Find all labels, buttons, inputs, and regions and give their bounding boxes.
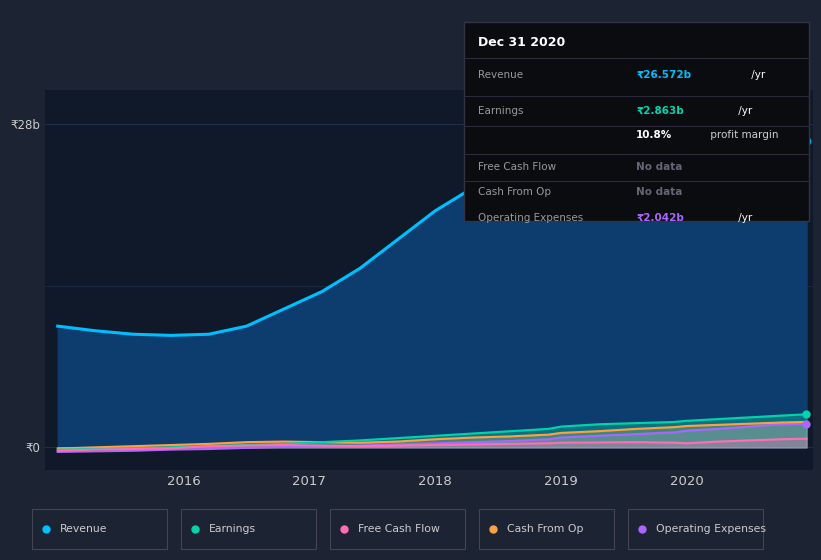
Text: No data: No data <box>636 188 682 198</box>
Text: Operating Expenses: Operating Expenses <box>478 213 583 223</box>
Text: Earnings: Earnings <box>478 106 523 116</box>
Text: ₹2.042b: ₹2.042b <box>636 213 684 223</box>
Text: 10.8%: 10.8% <box>636 130 672 140</box>
Text: Operating Expenses: Operating Expenses <box>656 524 766 534</box>
Bar <box>32 509 167 549</box>
Bar <box>330 509 466 549</box>
Bar <box>479 509 614 549</box>
Text: Revenue: Revenue <box>478 70 523 80</box>
Bar <box>181 509 316 549</box>
Text: Free Cash Flow: Free Cash Flow <box>358 524 440 534</box>
Bar <box>628 509 764 549</box>
Text: Earnings: Earnings <box>209 524 256 534</box>
Text: Dec 31 2020: Dec 31 2020 <box>478 36 565 49</box>
Text: No data: No data <box>636 161 682 171</box>
Text: Revenue: Revenue <box>60 524 108 534</box>
Text: Cash From Op: Cash From Op <box>478 188 551 198</box>
Text: /yr: /yr <box>735 213 752 223</box>
Text: ₹2.863b: ₹2.863b <box>636 106 684 116</box>
Text: Cash From Op: Cash From Op <box>507 524 584 534</box>
Text: profit margin: profit margin <box>707 130 778 140</box>
Text: Free Cash Flow: Free Cash Flow <box>478 161 556 171</box>
Text: /yr: /yr <box>735 106 752 116</box>
Text: /yr: /yr <box>749 70 766 80</box>
Text: ₹26.572b: ₹26.572b <box>636 70 691 80</box>
